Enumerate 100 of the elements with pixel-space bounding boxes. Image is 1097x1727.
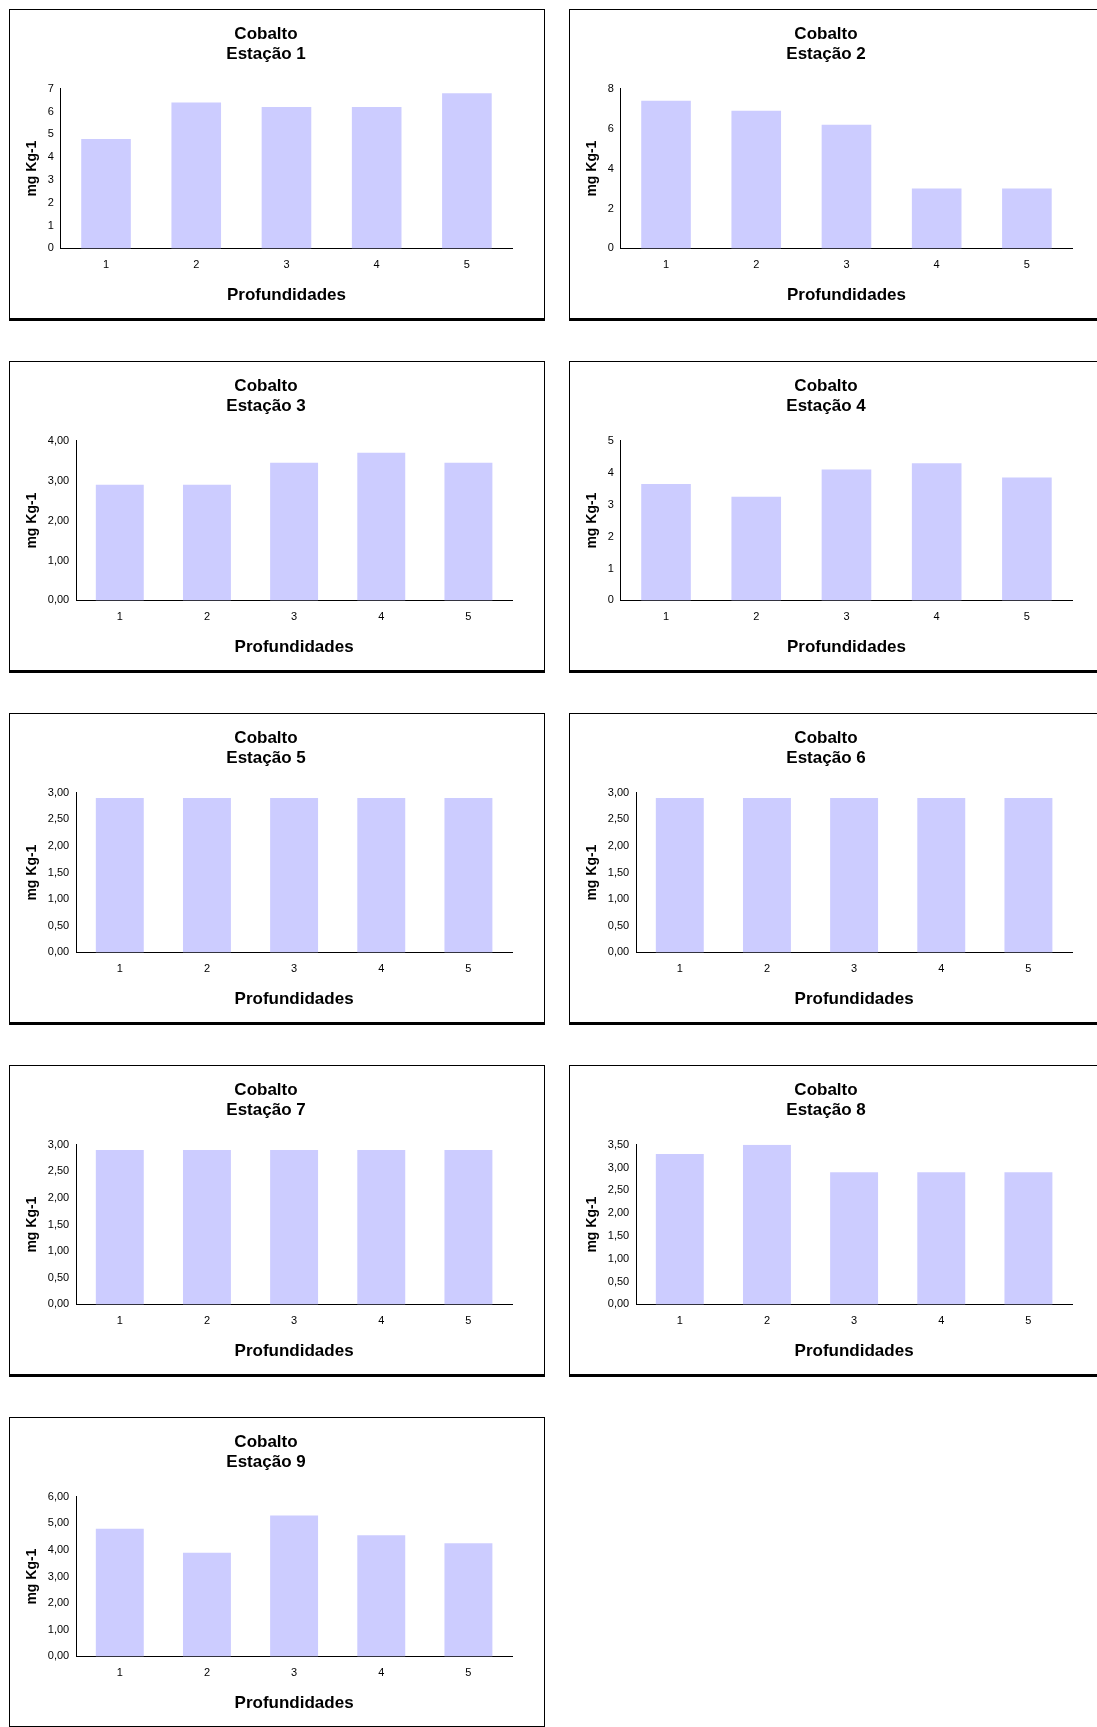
bar [270,462,319,601]
bar [171,102,222,249]
y-tick-label: 2,00 [607,839,630,852]
y-axis-title: mg Kg-1 [23,844,40,901]
chart-subtitle: Estação 8 [786,1100,866,1120]
bar [911,188,962,249]
bar [95,484,144,601]
x-tick-label: 3 [851,1314,858,1327]
bar [444,462,493,601]
x-tick-label: 1 [116,962,123,975]
y-tick-label: 2,00 [47,1596,70,1609]
bar [270,1515,319,1657]
bar [351,107,402,249]
chart-title: Cobalto [794,375,858,395]
chart-title: Cobalto [794,727,858,747]
x-tick-label: 5 [465,1666,472,1679]
x-tick-label: 1 [116,610,123,623]
chart-subtitle: Estação 3 [226,396,306,416]
y-tick-label: 1,50 [607,1229,630,1242]
x-tick-label: 2 [193,258,200,271]
y-tick-label: 0,00 [607,945,630,958]
x-tick-label: 5 [1025,1314,1032,1327]
bar [1002,188,1052,249]
chart-subtitle: Estação 9 [226,1452,306,1472]
y-tick-label: 4 [607,465,614,478]
bar [81,138,131,249]
y-tick-label: 2,50 [47,812,70,825]
bar [444,1543,493,1657]
bar [182,1552,231,1657]
y-tick-label: 3,50 [607,1137,630,1150]
x-tick-label: 5 [465,610,472,623]
chart-subtitle: Estação 5 [226,748,306,768]
y-tick-label: 2,00 [47,839,70,852]
x-tick-label: 1 [676,1314,683,1327]
y-tick-label: 0,00 [47,593,70,606]
x-tick-label: 1 [662,258,670,271]
y-tick-label: 1,00 [47,892,70,905]
chart-title: Cobalto [234,23,298,43]
y-tick-label: 0 [607,593,614,606]
x-tick-label: 1 [116,1314,123,1327]
y-tick-label: 5 [47,127,54,140]
y-tick-label: 2 [607,201,614,214]
y-axis-title: mg Kg-1 [583,1196,600,1253]
y-tick-label: 1,50 [47,1217,70,1230]
y-tick-label: 1,00 [607,892,630,905]
y-tick-label: 3,00 [47,785,70,798]
y-tick-label: 2,00 [607,1206,630,1219]
y-tick-label: 1,00 [47,1244,70,1257]
y-tick-label: 1 [607,561,614,574]
y-axis-title: mg Kg-1 [583,140,600,197]
y-tick-label: 5,00 [47,1516,70,1529]
y-tick-label: 3,00 [607,785,630,798]
y-tick-label: 1,50 [607,865,630,878]
x-tick-label: 5 [1023,258,1030,271]
chart-subtitle: Estação 2 [786,44,866,64]
bar [182,484,231,601]
y-tick-label: 0,00 [47,1297,70,1310]
x-tick-label: 3 [851,962,858,975]
x-tick-label: 2 [203,1666,211,1679]
y-tick-label: 4,00 [47,433,70,446]
y-tick-label: 6 [607,121,614,134]
y-axis-title: mg Kg-1 [23,1548,40,1605]
y-axis-title: mg Kg-1 [23,140,40,197]
y-tick-label: 1,00 [47,1622,70,1635]
y-tick-label: 3,00 [47,473,70,486]
chart-title: Cobalto [794,1079,858,1099]
x-tick-label: 1 [116,1666,123,1679]
y-tick-label: 2,50 [607,812,630,825]
y-tick-label: 3,00 [607,1160,630,1173]
y-tick-label: 3,00 [47,1137,70,1150]
chart-subtitle: Estação 4 [786,396,867,416]
x-tick-label: 4 [378,1314,385,1327]
x-tick-label: 4 [938,962,945,975]
y-tick-label: 2 [607,529,614,542]
y-tick-label: 5 [607,433,614,446]
x-axis-title: Profundidades [786,637,906,657]
x-tick-label: 3 [283,258,290,271]
chart-subtitle: Estação 7 [226,1100,306,1120]
x-tick-label: 3 [291,1666,298,1679]
x-tick-label: 5 [465,1314,472,1327]
x-tick-label: 1 [676,962,683,975]
y-tick-label: 0 [607,241,614,254]
x-tick-label: 4 [378,962,385,975]
y-axis-title: mg Kg-1 [583,844,600,901]
y-tick-label: 1,00 [47,553,70,566]
bar [731,110,782,249]
x-tick-label: 1 [662,610,670,623]
chart-title: Cobalto [234,1431,298,1451]
y-tick-label: 3,00 [47,1569,70,1582]
y-tick-label: 2,50 [607,1183,630,1196]
y-tick-label: 6,00 [47,1489,70,1502]
x-tick-label: 4 [933,610,940,623]
bar [821,469,872,601]
x-tick-label: 4 [378,610,385,623]
x-tick-label: 3 [843,610,850,623]
x-axis-title: Profundidades [234,989,354,1009]
bar [641,483,691,601]
x-tick-label: 2 [763,1314,771,1327]
x-axis-title: Profundidades [794,1341,914,1361]
chart-subtitle: Estação 6 [786,748,866,768]
